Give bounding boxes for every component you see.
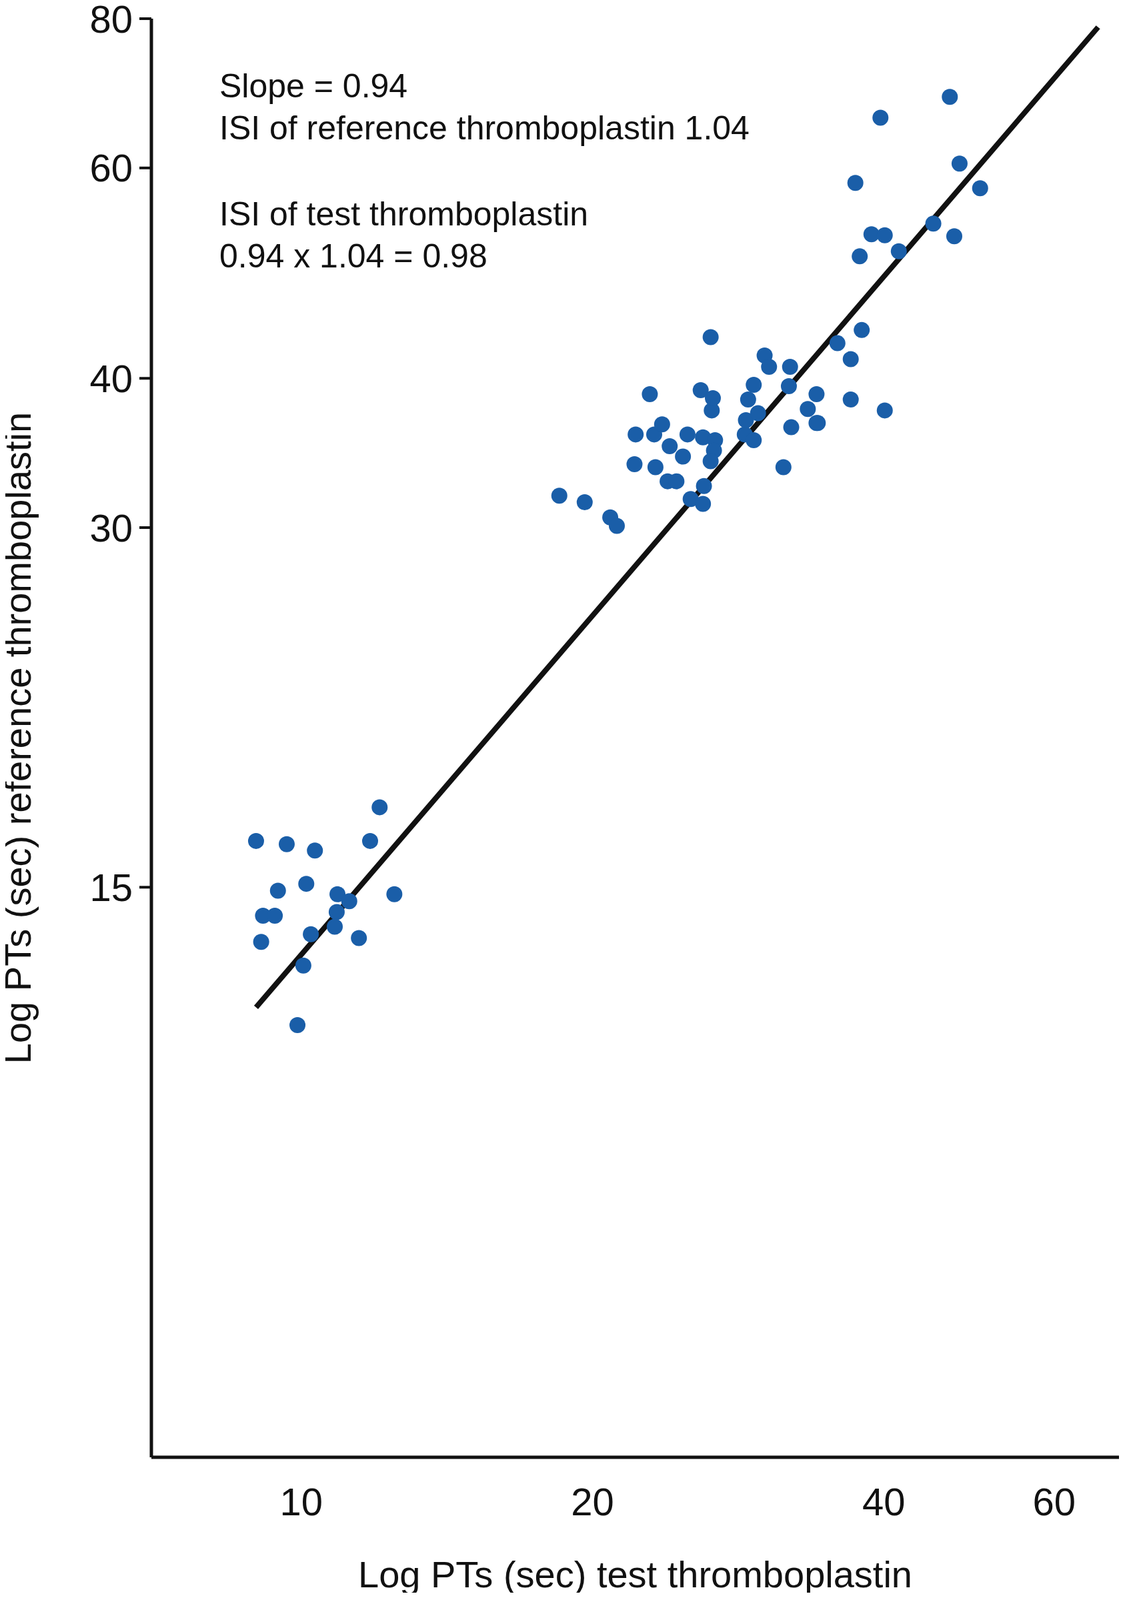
html-text:ISI of reference thromboplasti: ISI of reference thromboplastin 1.04 bbox=[219, 109, 750, 147]
html-text:Slope = 0.94: Slope = 0.94 bbox=[219, 67, 408, 105]
svg-text:10: 10 bbox=[280, 1479, 324, 1524]
html-text:0.94 x 1.04 = 0.98: 0.94 x 1.04 = 0.98 bbox=[219, 237, 488, 275]
svg-text:30: 30 bbox=[89, 506, 133, 550]
html-text:ISI of test thromboplastin: ISI of test thromboplastin bbox=[219, 195, 589, 233]
svg-text:20: 20 bbox=[570, 1479, 615, 1524]
svg-text:15: 15 bbox=[89, 865, 133, 909]
svg-text:60: 60 bbox=[89, 146, 133, 190]
svg-text:Log PTs (sec) reference thromb: Log PTs (sec) reference thromboplastin bbox=[5, 412, 39, 1064]
svg-text:80: 80 bbox=[89, 5, 133, 41]
svg-text:40: 40 bbox=[862, 1479, 906, 1524]
svg-text:60: 60 bbox=[1032, 1479, 1077, 1524]
svg-text:Log PTs (sec) test thromboplas: Log PTs (sec) test thromboplastin bbox=[358, 1553, 913, 1593]
svg-text:40: 40 bbox=[89, 356, 133, 401]
